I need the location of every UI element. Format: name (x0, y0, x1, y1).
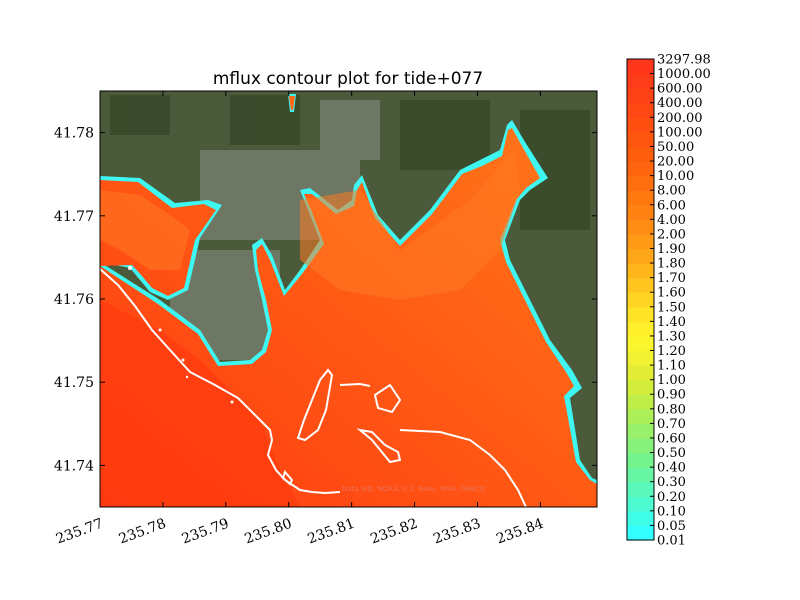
colorbar-band (627, 525, 654, 541)
y-tick-label: 41.75 (54, 375, 94, 391)
x-tick-label: 235.81 (305, 516, 357, 548)
colorbar-label: 8.00 (657, 184, 686, 199)
y-tick-label: 41.78 (54, 126, 94, 142)
colorbar-band (627, 175, 654, 191)
colorbar-band (627, 292, 654, 308)
colorbar-band (627, 437, 654, 454)
colorbar-label: 3297.98 (657, 53, 711, 68)
colorbar: 0.010.050.100.200.300.400.500.600.700.80… (626, 53, 711, 549)
colorbar-label: 1.20 (657, 344, 686, 359)
colorbar-label: 200.00 (657, 111, 703, 126)
colorbar-band (627, 117, 654, 133)
land-texture (110, 95, 590, 230)
colorbar-label: 1.30 (657, 329, 686, 344)
colorbar-label: 1.80 (657, 257, 686, 272)
x-tick-label: 235.84 (494, 516, 546, 548)
colorbar-band (627, 233, 654, 250)
colorbar-label: 1000.00 (657, 67, 711, 82)
coastline-dots (128, 266, 234, 404)
colorbar-band (627, 59, 654, 75)
colorbar-band (627, 350, 654, 366)
colorbar-band (627, 277, 654, 293)
colorbar-label: 1.90 (657, 242, 686, 257)
colorbar-band (627, 379, 654, 395)
colorbar-band (627, 408, 654, 424)
flux-shading (100, 150, 520, 300)
colorbar-band (627, 263, 654, 279)
chart-title: mflux contour plot for tide+077 (213, 69, 483, 89)
map-credit: Data SIO, NOAA, U.S. Navy, NGA, GEBCO (342, 485, 486, 493)
x-tick-label: 235.78 (117, 516, 169, 548)
colorbar-band (627, 452, 654, 468)
y-tick-label: 41.77 (54, 209, 94, 225)
colorbar-frame (626, 58, 655, 541)
colorbar-band (627, 204, 654, 220)
colorbar-label: 1.00 (657, 373, 686, 388)
colorbar-label: 0.01 (657, 534, 686, 549)
plot-area: Data SIO, NOAA, U.S. Navy, NGA, GEBCO (100, 91, 597, 507)
colorbar-band (627, 73, 654, 89)
colorbar-label: 50.00 (657, 140, 694, 155)
colorbar-label: 0.90 (657, 388, 686, 403)
colorbar-label: 0.60 (657, 431, 686, 446)
colorbar-label: 0.05 (657, 519, 686, 534)
coastline-outlines (100, 268, 527, 507)
colorbar-label: 0.50 (657, 446, 686, 461)
x-tick-label: 235.79 (180, 516, 232, 548)
colorbar-label: 0.20 (657, 490, 686, 505)
x-tick-label: 235.77 (54, 516, 106, 548)
colorbar-band (627, 306, 654, 322)
colorbar-label: 0.80 (657, 402, 686, 417)
colorbar-band (627, 102, 654, 118)
colorbar-band (627, 219, 654, 235)
x-tick-label: 235.80 (243, 516, 295, 548)
colorbar-band (627, 496, 654, 512)
colorbar-label: 6.00 (657, 198, 686, 213)
colorbar-band (627, 467, 654, 483)
colorbar-band (627, 510, 654, 527)
colorbar-band (627, 335, 654, 352)
colorbar-band (627, 394, 654, 410)
colorbar-band (627, 190, 654, 206)
x-tick-label: 235.83 (431, 516, 483, 548)
colorbar-label: 0.30 (657, 475, 686, 490)
colorbar-label: 400.00 (657, 96, 703, 111)
colorbar-label: 100.00 (657, 125, 703, 140)
colorbar-band (627, 146, 654, 162)
colorbar-band (627, 423, 654, 439)
colorbar-label: 20.00 (657, 155, 694, 170)
colorbar-label: 0.40 (657, 461, 686, 476)
colorbar-label: 1.60 (657, 286, 686, 301)
colorbar-band (627, 131, 654, 148)
colorbar-band (627, 321, 654, 337)
colorbar-label: 0.10 (657, 504, 686, 519)
colorbar-label: 10.00 (657, 169, 694, 184)
colorbar-band (627, 365, 654, 381)
colorbar-label: 1.40 (657, 315, 686, 330)
colorbar-label: 4.00 (657, 213, 686, 228)
colorbar-band (627, 481, 654, 497)
colorbar-label: 1.10 (657, 359, 686, 374)
colorbar-band (627, 248, 654, 264)
y-tick-label: 41.76 (54, 292, 94, 308)
colorbar-band (627, 161, 654, 177)
colorbar-label: 2.00 (657, 227, 686, 242)
x-tick-label: 235.82 (368, 516, 420, 548)
colorbar-label: 1.70 (657, 271, 686, 286)
colorbar-label: 600.00 (657, 82, 703, 97)
high-flux-zone (100, 300, 300, 507)
y-axis: 41.74 41.75 41.76 41.77 41.78 (54, 126, 597, 474)
y-tick-label: 41.74 (54, 458, 94, 474)
colorbar-band (627, 88, 654, 104)
colorbar-label: 0.70 (657, 417, 686, 432)
colorbar-label: 1.50 (657, 300, 686, 315)
